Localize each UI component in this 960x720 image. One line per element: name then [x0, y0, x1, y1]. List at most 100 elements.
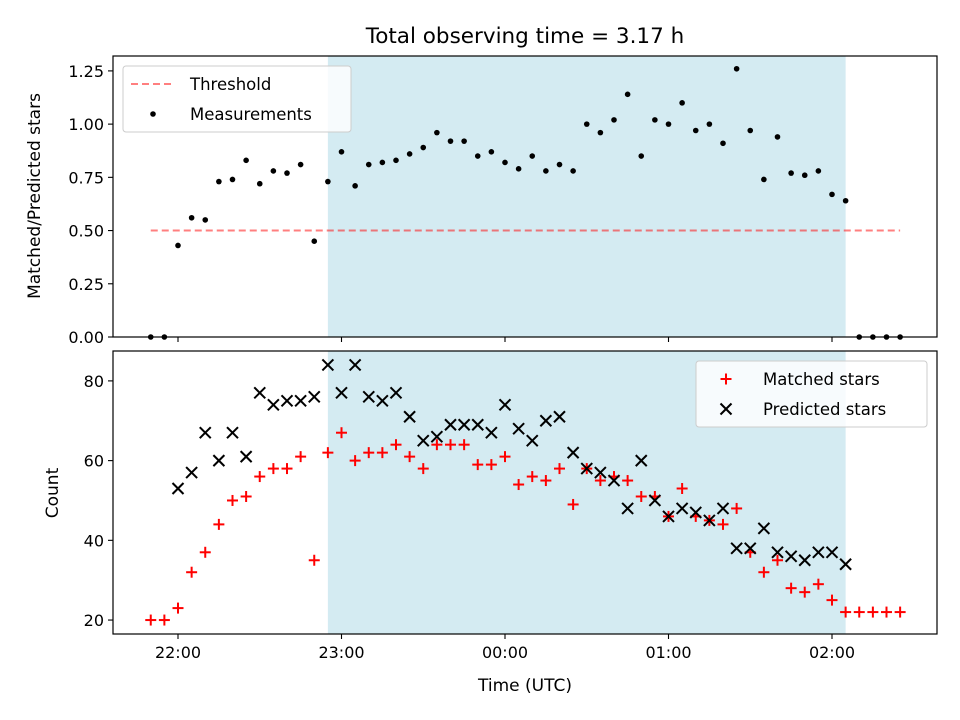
cross-b — [171, 482, 185, 495]
predicted-star-point — [294, 394, 307, 408]
measurement-point — [270, 168, 277, 174]
cross-b — [539, 414, 553, 427]
matched-star-point — [472, 459, 484, 471]
matched-star-point — [417, 463, 429, 475]
measurement-point — [229, 176, 236, 183]
predicted-star-point — [362, 390, 375, 404]
measurement-point — [188, 214, 195, 221]
cross-b — [471, 418, 484, 431]
matched-star-point — [267, 463, 279, 475]
predicted-star-point — [784, 550, 798, 563]
predicted-star-point — [539, 414, 553, 427]
cross-b — [185, 466, 198, 479]
matched-star-point — [594, 475, 606, 487]
measurement-point — [761, 176, 767, 183]
measurement-point — [692, 127, 699, 134]
measurement-point — [706, 121, 713, 127]
x-tick-label: 02:00 — [809, 643, 855, 662]
matched-star-point — [812, 578, 824, 590]
measurement-point — [243, 157, 249, 164]
measurement-point — [352, 183, 358, 189]
measurement-point — [216, 178, 222, 185]
cross-b — [348, 358, 362, 372]
matched-star-point — [145, 614, 157, 626]
matched-star-point — [431, 439, 443, 451]
matched-star-point — [199, 546, 211, 558]
measurement-point — [665, 121, 672, 127]
cross-b — [594, 466, 607, 479]
measurement-point — [202, 217, 209, 223]
cross-b — [526, 434, 539, 447]
cross-b — [430, 430, 444, 443]
measurement-point — [570, 168, 576, 174]
measurement-point — [638, 153, 645, 159]
cross-b — [784, 550, 798, 563]
measurement-point — [297, 161, 304, 168]
predicted-star-point — [566, 446, 580, 459]
legend-box — [122, 65, 352, 133]
cross-b — [512, 422, 525, 435]
matched-star-point — [240, 490, 252, 502]
cross-b — [580, 462, 593, 475]
matched-star-point — [186, 566, 198, 578]
measurement-point — [488, 148, 495, 155]
measurement-point — [788, 170, 794, 176]
measurement-point — [420, 144, 427, 151]
matched-star-point — [213, 518, 225, 530]
bottom-panel: 22:00 23:00 00:00 01:00 02:00 20 40 60 80 Matched… — [84, 350, 938, 662]
predicted-star-point — [376, 394, 389, 408]
cross-b — [308, 390, 321, 404]
predicted-star-point — [348, 358, 362, 372]
measurement-point — [720, 140, 726, 147]
measurement-point — [447, 138, 454, 144]
measurement-point — [652, 117, 658, 123]
matched-star-point — [567, 498, 579, 510]
matched-star-point — [499, 451, 511, 463]
cross-b — [689, 506, 702, 519]
measurement-point — [529, 153, 536, 159]
matched-star-point — [554, 463, 565, 475]
x-tick-label: 00:00 — [482, 643, 528, 662]
predicted-star-point — [730, 542, 743, 555]
matched-star-point — [881, 606, 892, 618]
matched-star-point — [853, 606, 865, 618]
predicted-star-point — [607, 474, 621, 487]
matched-star-point — [526, 471, 538, 483]
measurement-point — [624, 91, 631, 98]
cross-b — [239, 450, 253, 463]
measurement-point — [461, 138, 467, 144]
predicted-star-point — [703, 514, 716, 527]
matched-star-point — [785, 582, 797, 594]
plot-frame — [112, 55, 938, 338]
cross-b — [335, 386, 348, 400]
matched-star-point — [404, 451, 416, 463]
top-y-axis-label: Matched/Predicted stars — [25, 93, 45, 299]
predicted-star-point — [757, 522, 771, 535]
predicted-star-point — [662, 510, 675, 523]
cross-b — [662, 510, 675, 523]
measurement-point — [365, 161, 372, 168]
measurement-point — [774, 134, 781, 140]
matched-star-point — [799, 586, 811, 598]
cross-b — [417, 434, 430, 447]
predicted-star-point — [675, 502, 689, 515]
predicted-star-point — [185, 466, 198, 479]
measurement-point — [829, 191, 835, 198]
y-tick-label: 0.00 — [68, 328, 104, 347]
predicted-star-point — [825, 546, 839, 559]
legend-threshold-label: Threshold — [189, 75, 271, 94]
predicted-star-point — [635, 454, 648, 467]
measurement-point — [474, 153, 481, 159]
predicted-star-point — [321, 358, 335, 372]
cross-b — [716, 502, 730, 515]
predicted-star-point — [621, 502, 634, 515]
predicted-star-point — [716, 502, 730, 515]
matched-star-point — [308, 554, 320, 566]
matched-star-point — [172, 602, 184, 614]
cross-b — [457, 418, 471, 431]
matched-star-point — [458, 439, 470, 451]
predicted-star-point — [280, 394, 294, 408]
measurement-point — [543, 168, 549, 174]
matched-star-point — [158, 614, 170, 626]
